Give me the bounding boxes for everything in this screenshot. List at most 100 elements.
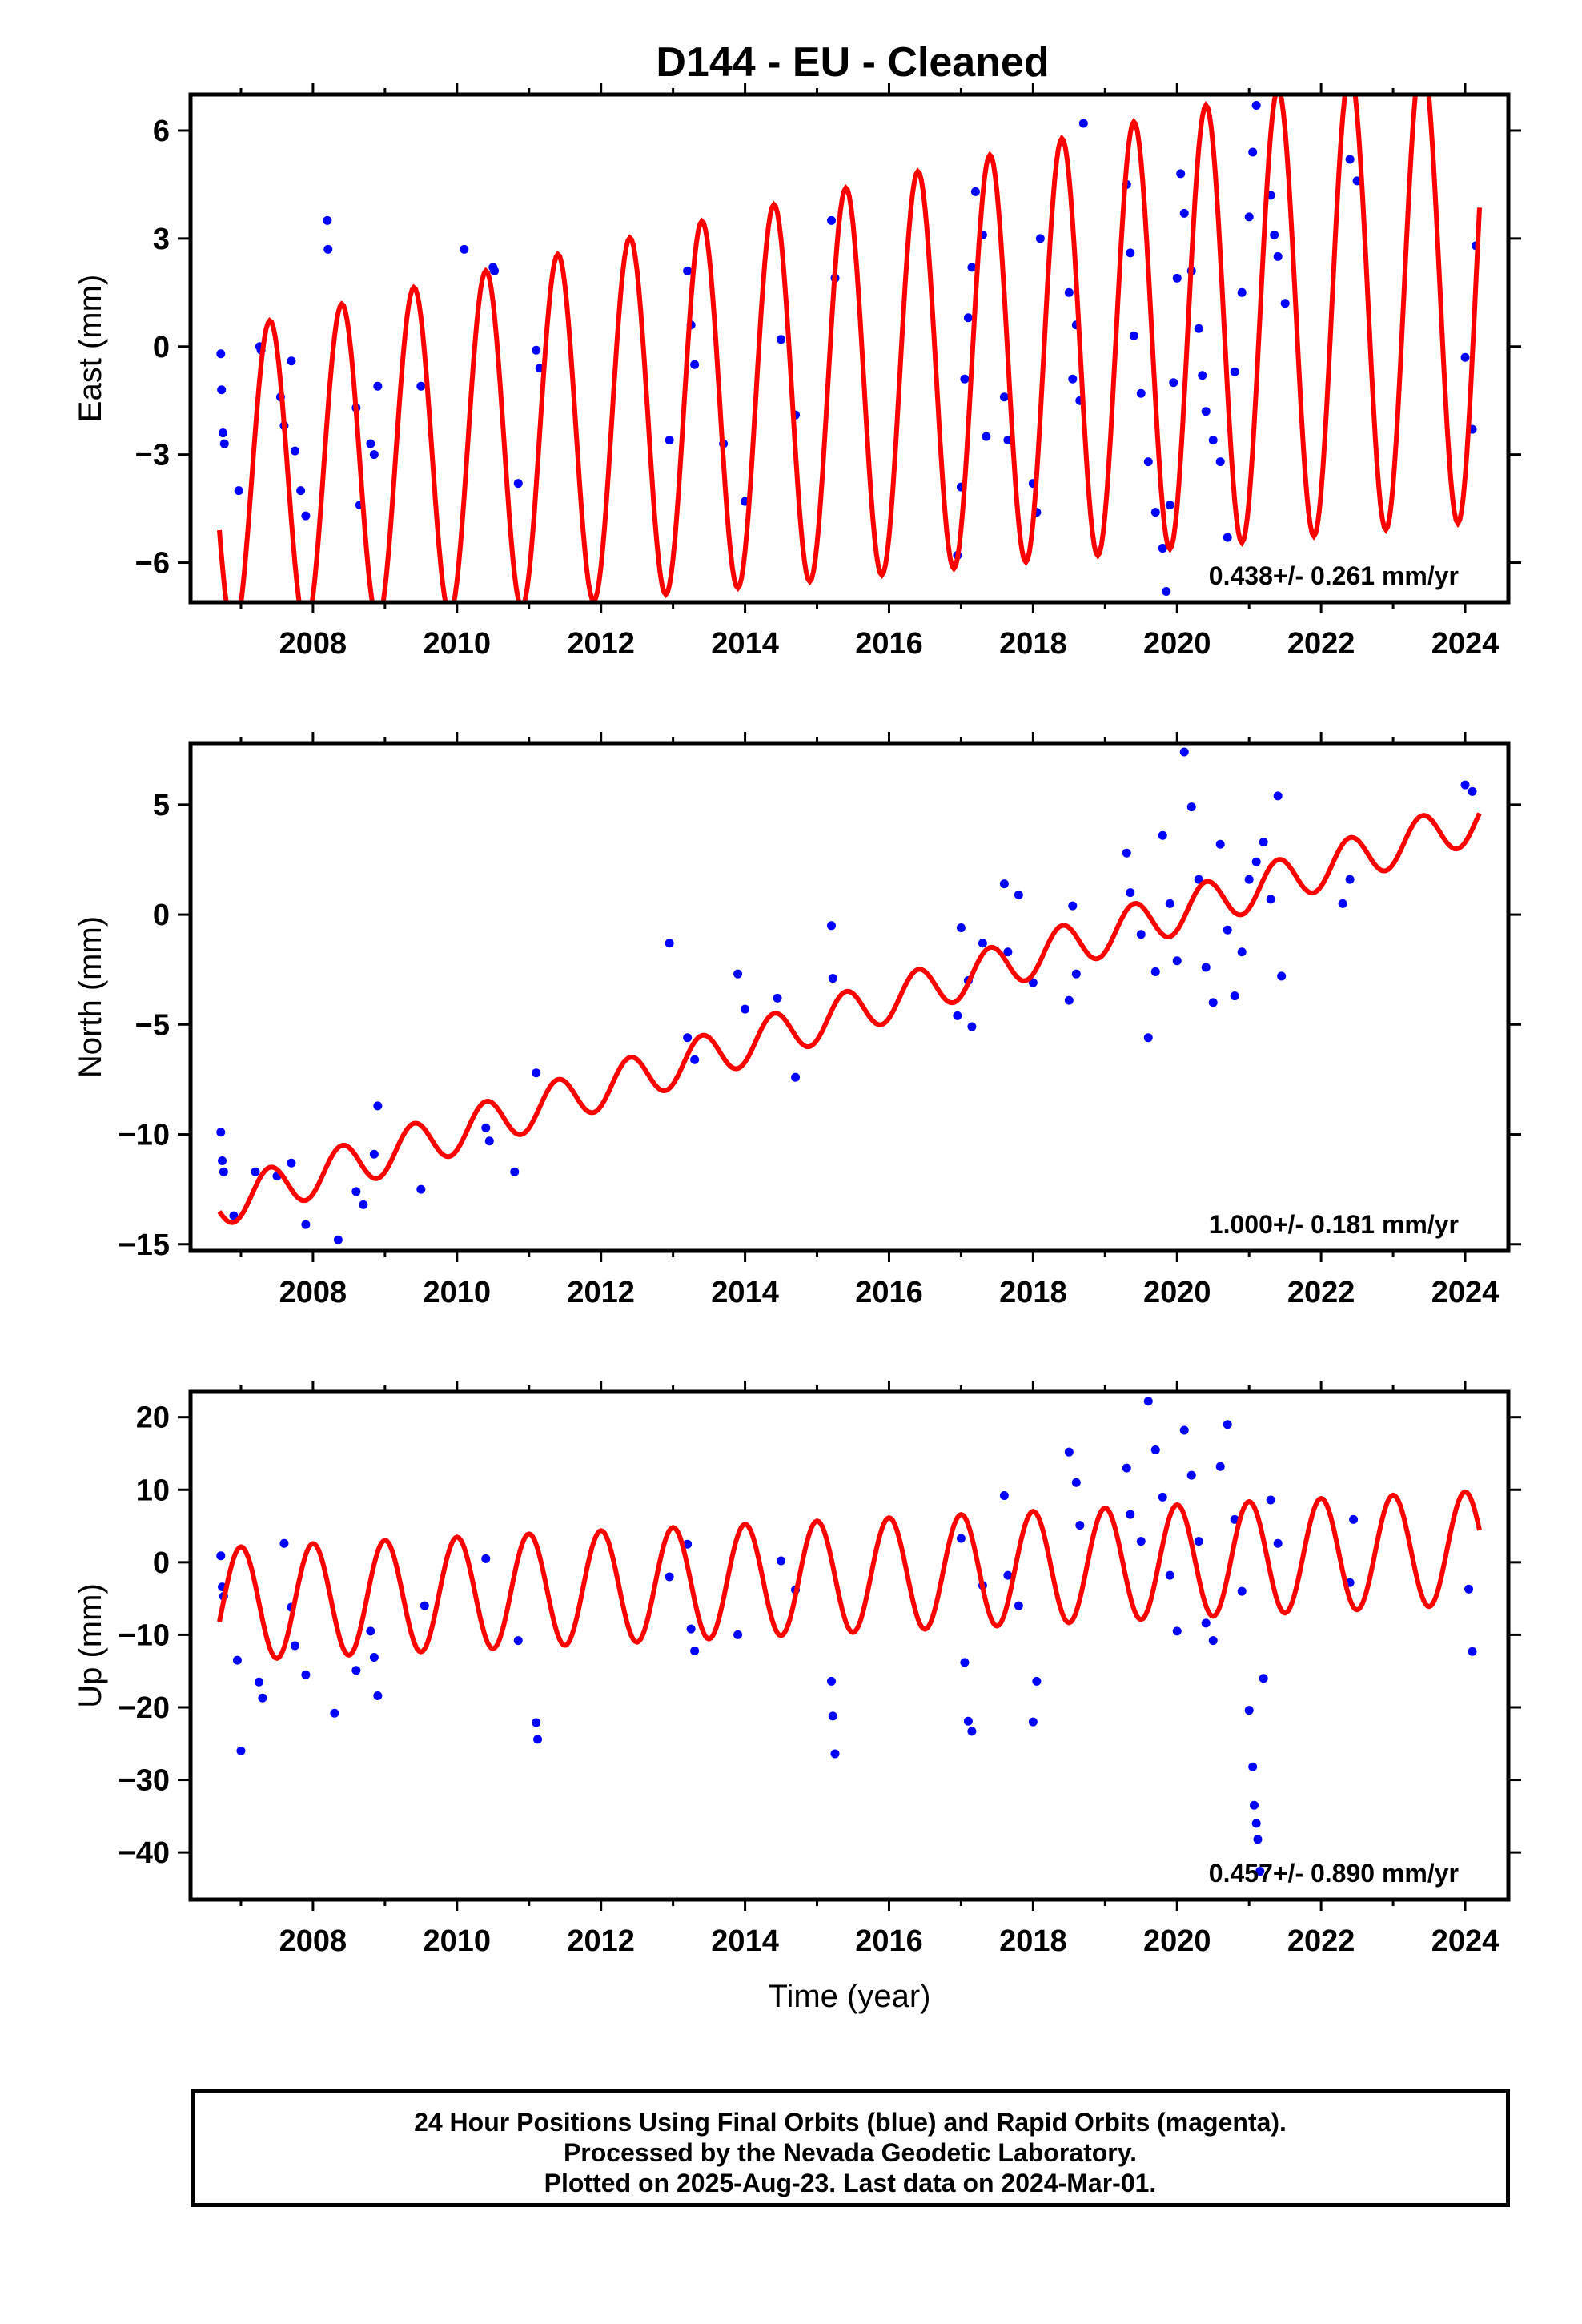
east-rate-label: 0.438+/- 0.261 mm/yr	[1209, 561, 1459, 590]
north-data-point	[741, 1004, 750, 1014]
east-data-point	[532, 345, 541, 355]
up-x-tick-label: 2010	[424, 1924, 492, 1958]
north-y-tick-label: −5	[135, 1008, 170, 1042]
footer-line-plotted-on: Plotted on 2025-Aug-23. Last data on 202…	[544, 2169, 1157, 2197]
up-data-point	[369, 1652, 379, 1662]
north-observations	[216, 747, 1477, 1244]
up-data-point	[1223, 1420, 1232, 1429]
east-data-point	[513, 479, 523, 489]
east-data-point	[1273, 251, 1283, 261]
north-data-point	[999, 879, 1009, 889]
east-y-axis-title: East (mm)	[73, 275, 108, 422]
east-data-point	[1460, 352, 1470, 362]
east-data-point	[216, 349, 226, 359]
east-data-point	[982, 432, 991, 441]
east-y-tick-label: 3	[153, 223, 170, 256]
east-frame	[188, 92, 1511, 605]
east-data-point	[683, 266, 693, 275]
up-x-tick-label: 2022	[1287, 1924, 1355, 1958]
up-data-point	[1136, 1537, 1146, 1546]
up-data-point	[686, 1624, 696, 1634]
north-data-point	[218, 1156, 227, 1165]
east-data-point	[1194, 324, 1203, 333]
up-data-point	[1194, 1537, 1203, 1546]
up-data-point	[963, 1716, 973, 1726]
north-x-tick-label: 2008	[279, 1276, 347, 1309]
up-data-point	[777, 1556, 786, 1566]
up-x-tick-label: 2016	[855, 1924, 923, 1958]
east-data-point	[1003, 436, 1013, 445]
north-data-point	[216, 1128, 226, 1137]
footer-line-orbits: 24 Hour Positions Using Final Orbits (bl…	[414, 2108, 1287, 2137]
east-x-tick-label: 2022	[1287, 627, 1355, 661]
up-x-tick-label: 2020	[1143, 1924, 1211, 1958]
north-data-point	[1259, 838, 1268, 847]
north-data-point	[683, 1033, 693, 1043]
north-data-point	[351, 1187, 361, 1196]
north-x-tick-label: 2012	[567, 1276, 635, 1309]
up-data-point	[830, 1749, 840, 1759]
north-data-point	[1068, 901, 1078, 911]
up-data-point	[1255, 1867, 1265, 1876]
up-data-point	[1266, 1495, 1275, 1505]
up-data-point	[373, 1691, 383, 1700]
north-data-point	[1215, 839, 1225, 849]
north-rate-label: 1.000+/- 0.181 mm/yr	[1209, 1210, 1459, 1239]
east-data-point	[1165, 501, 1174, 510]
east-data-point	[234, 486, 243, 496]
east-data-point	[323, 244, 333, 254]
north-data-point	[369, 1149, 379, 1159]
east-data-point	[373, 381, 383, 391]
up-observations	[216, 1397, 1477, 1876]
north-data-point	[1150, 967, 1160, 976]
east-data-point	[970, 187, 980, 196]
east-y-tick-label: 0	[153, 331, 170, 364]
north-data-point	[1136, 930, 1146, 939]
up-data-point	[1215, 1462, 1225, 1471]
east-data-point	[827, 215, 837, 225]
east-data-point	[1172, 273, 1182, 283]
up-data-point	[1259, 1674, 1268, 1683]
east-data-point	[967, 263, 977, 272]
up-y-tick-label: −10	[118, 1618, 170, 1652]
north-data-point	[1244, 875, 1254, 884]
time-series-figure: 2008 2010 2012 2014 2016 2018 2020 2022 2024630−…	[73, 83, 1521, 2014]
north-data-point	[1201, 963, 1211, 972]
north-data-point	[1345, 875, 1355, 884]
east-x-tick-label: 2012	[567, 627, 635, 661]
north-data-point	[1014, 890, 1023, 899]
up-data-point	[481, 1554, 491, 1563]
east-data-point	[1223, 533, 1232, 542]
up-data-point	[1464, 1584, 1474, 1594]
north-data-point	[791, 1072, 801, 1082]
east-x-tick-label: 2016	[855, 627, 923, 661]
east-data-point	[1179, 208, 1189, 218]
east-data-point	[301, 511, 311, 521]
north-data-point	[219, 1167, 228, 1176]
east-data-point	[665, 436, 674, 445]
up-data-point	[827, 1676, 837, 1686]
north-data-point	[1122, 848, 1131, 858]
north-y-tick-label: −15	[118, 1228, 170, 1262]
up-x-tick-label: 2018	[999, 1924, 1067, 1958]
north-data-point	[773, 993, 782, 1003]
up-data-point	[960, 1658, 970, 1667]
north-data-point	[333, 1235, 343, 1244]
north-data-point	[1273, 791, 1283, 801]
up-data-point	[956, 1534, 966, 1543]
north-data-point	[301, 1220, 311, 1229]
north-data-point	[1158, 830, 1167, 840]
north-x-tick-label: 2024	[1431, 1276, 1500, 1309]
east-data-point	[1244, 212, 1254, 222]
east-x-tick-label: 2018	[999, 627, 1067, 661]
east-data-point	[323, 215, 332, 225]
north-data-point	[1223, 925, 1232, 935]
footer-caption-box: 24 Hour Positions Using Final Orbits (bl…	[191, 2089, 1510, 2207]
north-data-point	[510, 1167, 520, 1176]
north-data-point	[416, 1184, 426, 1194]
east-data-point	[1208, 436, 1218, 445]
east-data-point	[1150, 508, 1160, 517]
east-data-point	[1078, 119, 1088, 128]
up-data-point	[1208, 1636, 1218, 1646]
north-y-axis-title: North (mm)	[73, 916, 108, 1078]
